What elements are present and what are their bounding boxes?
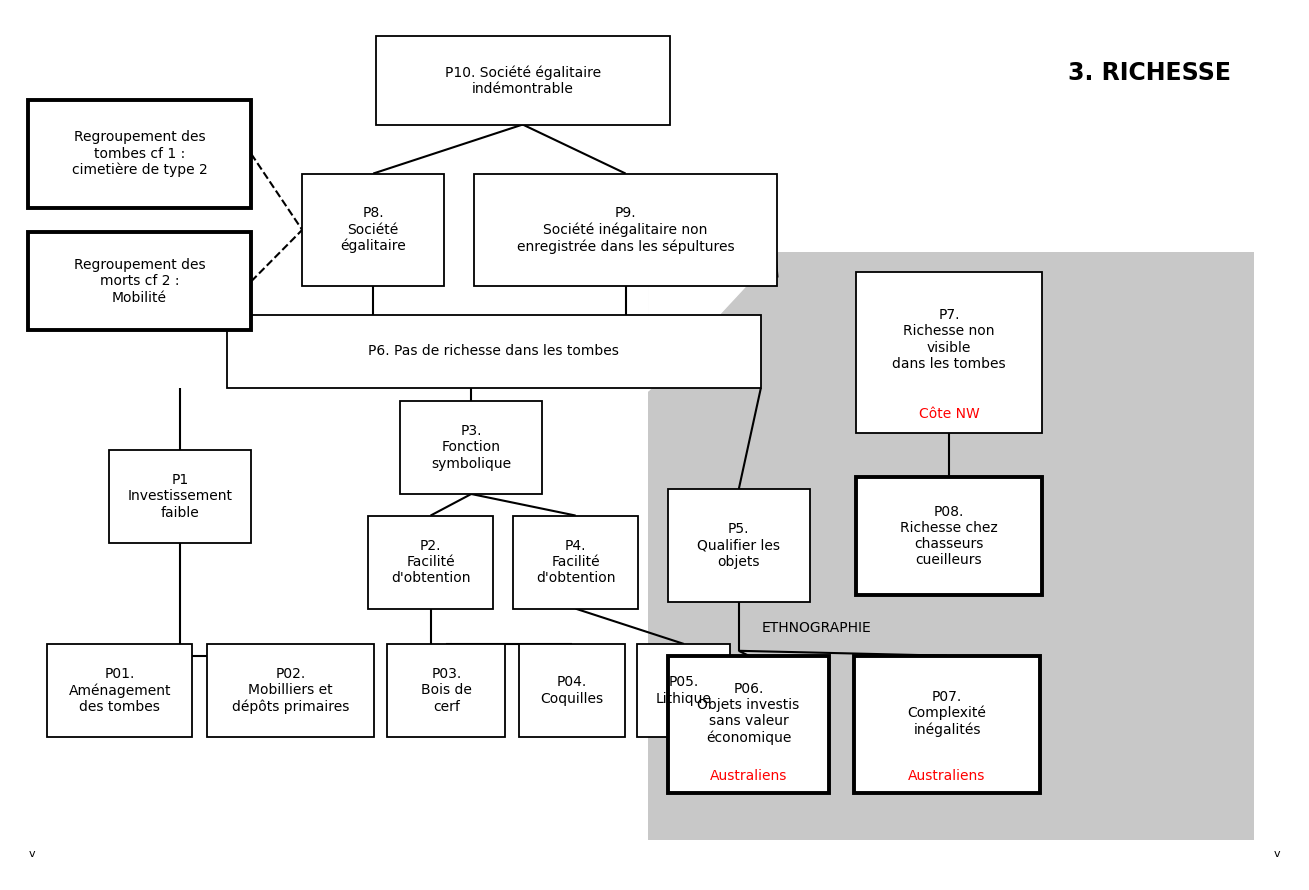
Bar — [853, 656, 1041, 793]
Text: P03.
Bois de
cerf: P03. Bois de cerf — [420, 668, 471, 714]
Text: Australiens: Australiens — [908, 770, 986, 783]
Text: P2.
Facilité
d'obtention: P2. Facilité d'obtention — [391, 539, 470, 586]
Bar — [648, 252, 1254, 840]
Bar — [302, 174, 444, 287]
Bar — [513, 515, 639, 609]
Bar — [856, 477, 1042, 595]
Text: Regroupement des
morts cf 2 :
Mobilité: Regroupement des morts cf 2 : Mobilité — [73, 258, 206, 304]
Text: P01.
Aménagement
des tombes: P01. Aménagement des tombes — [68, 667, 171, 714]
Text: 3. RICHESSE: 3. RICHESSE — [1068, 61, 1232, 85]
Text: P08.
Richesse chez
chasseurs
cueilleurs: P08. Richesse chez chasseurs cueilleurs — [901, 505, 997, 568]
Text: P5.
Qualifier les
objets: P5. Qualifier les objets — [698, 522, 780, 569]
Bar — [668, 656, 830, 793]
Bar — [368, 515, 493, 609]
Text: P6. Pas de richesse dans les tombes: P6. Pas de richesse dans les tombes — [368, 344, 619, 359]
Bar — [637, 644, 730, 737]
Text: Côte NW: Côte NW — [919, 407, 979, 421]
Text: P9.
Société inégalitaire non
enregistrée dans les sépultures: P9. Société inégalitaire non enregistrée… — [517, 206, 734, 254]
Bar — [27, 232, 251, 330]
Text: P3.
Fonction
symbolique: P3. Fonction symbolique — [431, 425, 512, 471]
Bar — [27, 100, 251, 208]
Text: P02.
Mobilliers et
dépôts primaires: P02. Mobilliers et dépôts primaires — [232, 667, 350, 714]
Text: P8.
Société
égalitaire: P8. Société égalitaire — [340, 206, 406, 254]
Bar — [474, 174, 778, 287]
Text: P1
Investissement
faible: P1 Investissement faible — [128, 473, 233, 520]
Bar — [226, 315, 761, 388]
Text: P4.
Facilité
d'obtention: P4. Facilité d'obtention — [535, 539, 615, 586]
Bar — [376, 36, 670, 125]
Text: P05.
Lithique: P05. Lithique — [656, 676, 712, 706]
Polygon shape — [648, 252, 778, 391]
Bar — [207, 644, 374, 737]
Text: v: v — [29, 849, 35, 860]
Text: P7.
Richesse non
visible
dans les tombes: P7. Richesse non visible dans les tombes — [893, 308, 1005, 371]
Text: Australiens: Australiens — [709, 770, 787, 783]
Bar — [518, 644, 624, 737]
Bar — [668, 490, 810, 602]
Text: P07.
Complexité
inégalités: P07. Complexité inégalités — [907, 690, 987, 737]
Text: ETHNOGRAPHIE: ETHNOGRAPHIE — [762, 621, 872, 635]
Text: P06.
Objets investis
sans valeur
économique: P06. Objets investis sans valeur économi… — [698, 682, 800, 745]
Text: v: v — [1274, 849, 1280, 860]
Text: Regroupement des
tombes cf 1 :
cimetière de type 2: Regroupement des tombes cf 1 : cimetière… — [72, 131, 207, 177]
Text: P04.
Coquilles: P04. Coquilles — [541, 676, 603, 706]
Bar — [47, 644, 192, 737]
Bar — [387, 644, 505, 737]
Text: P10. Société égalitaire
indémontrable: P10. Société égalitaire indémontrable — [445, 65, 601, 96]
Bar — [856, 271, 1042, 433]
Bar — [109, 450, 251, 543]
Bar — [401, 400, 542, 494]
